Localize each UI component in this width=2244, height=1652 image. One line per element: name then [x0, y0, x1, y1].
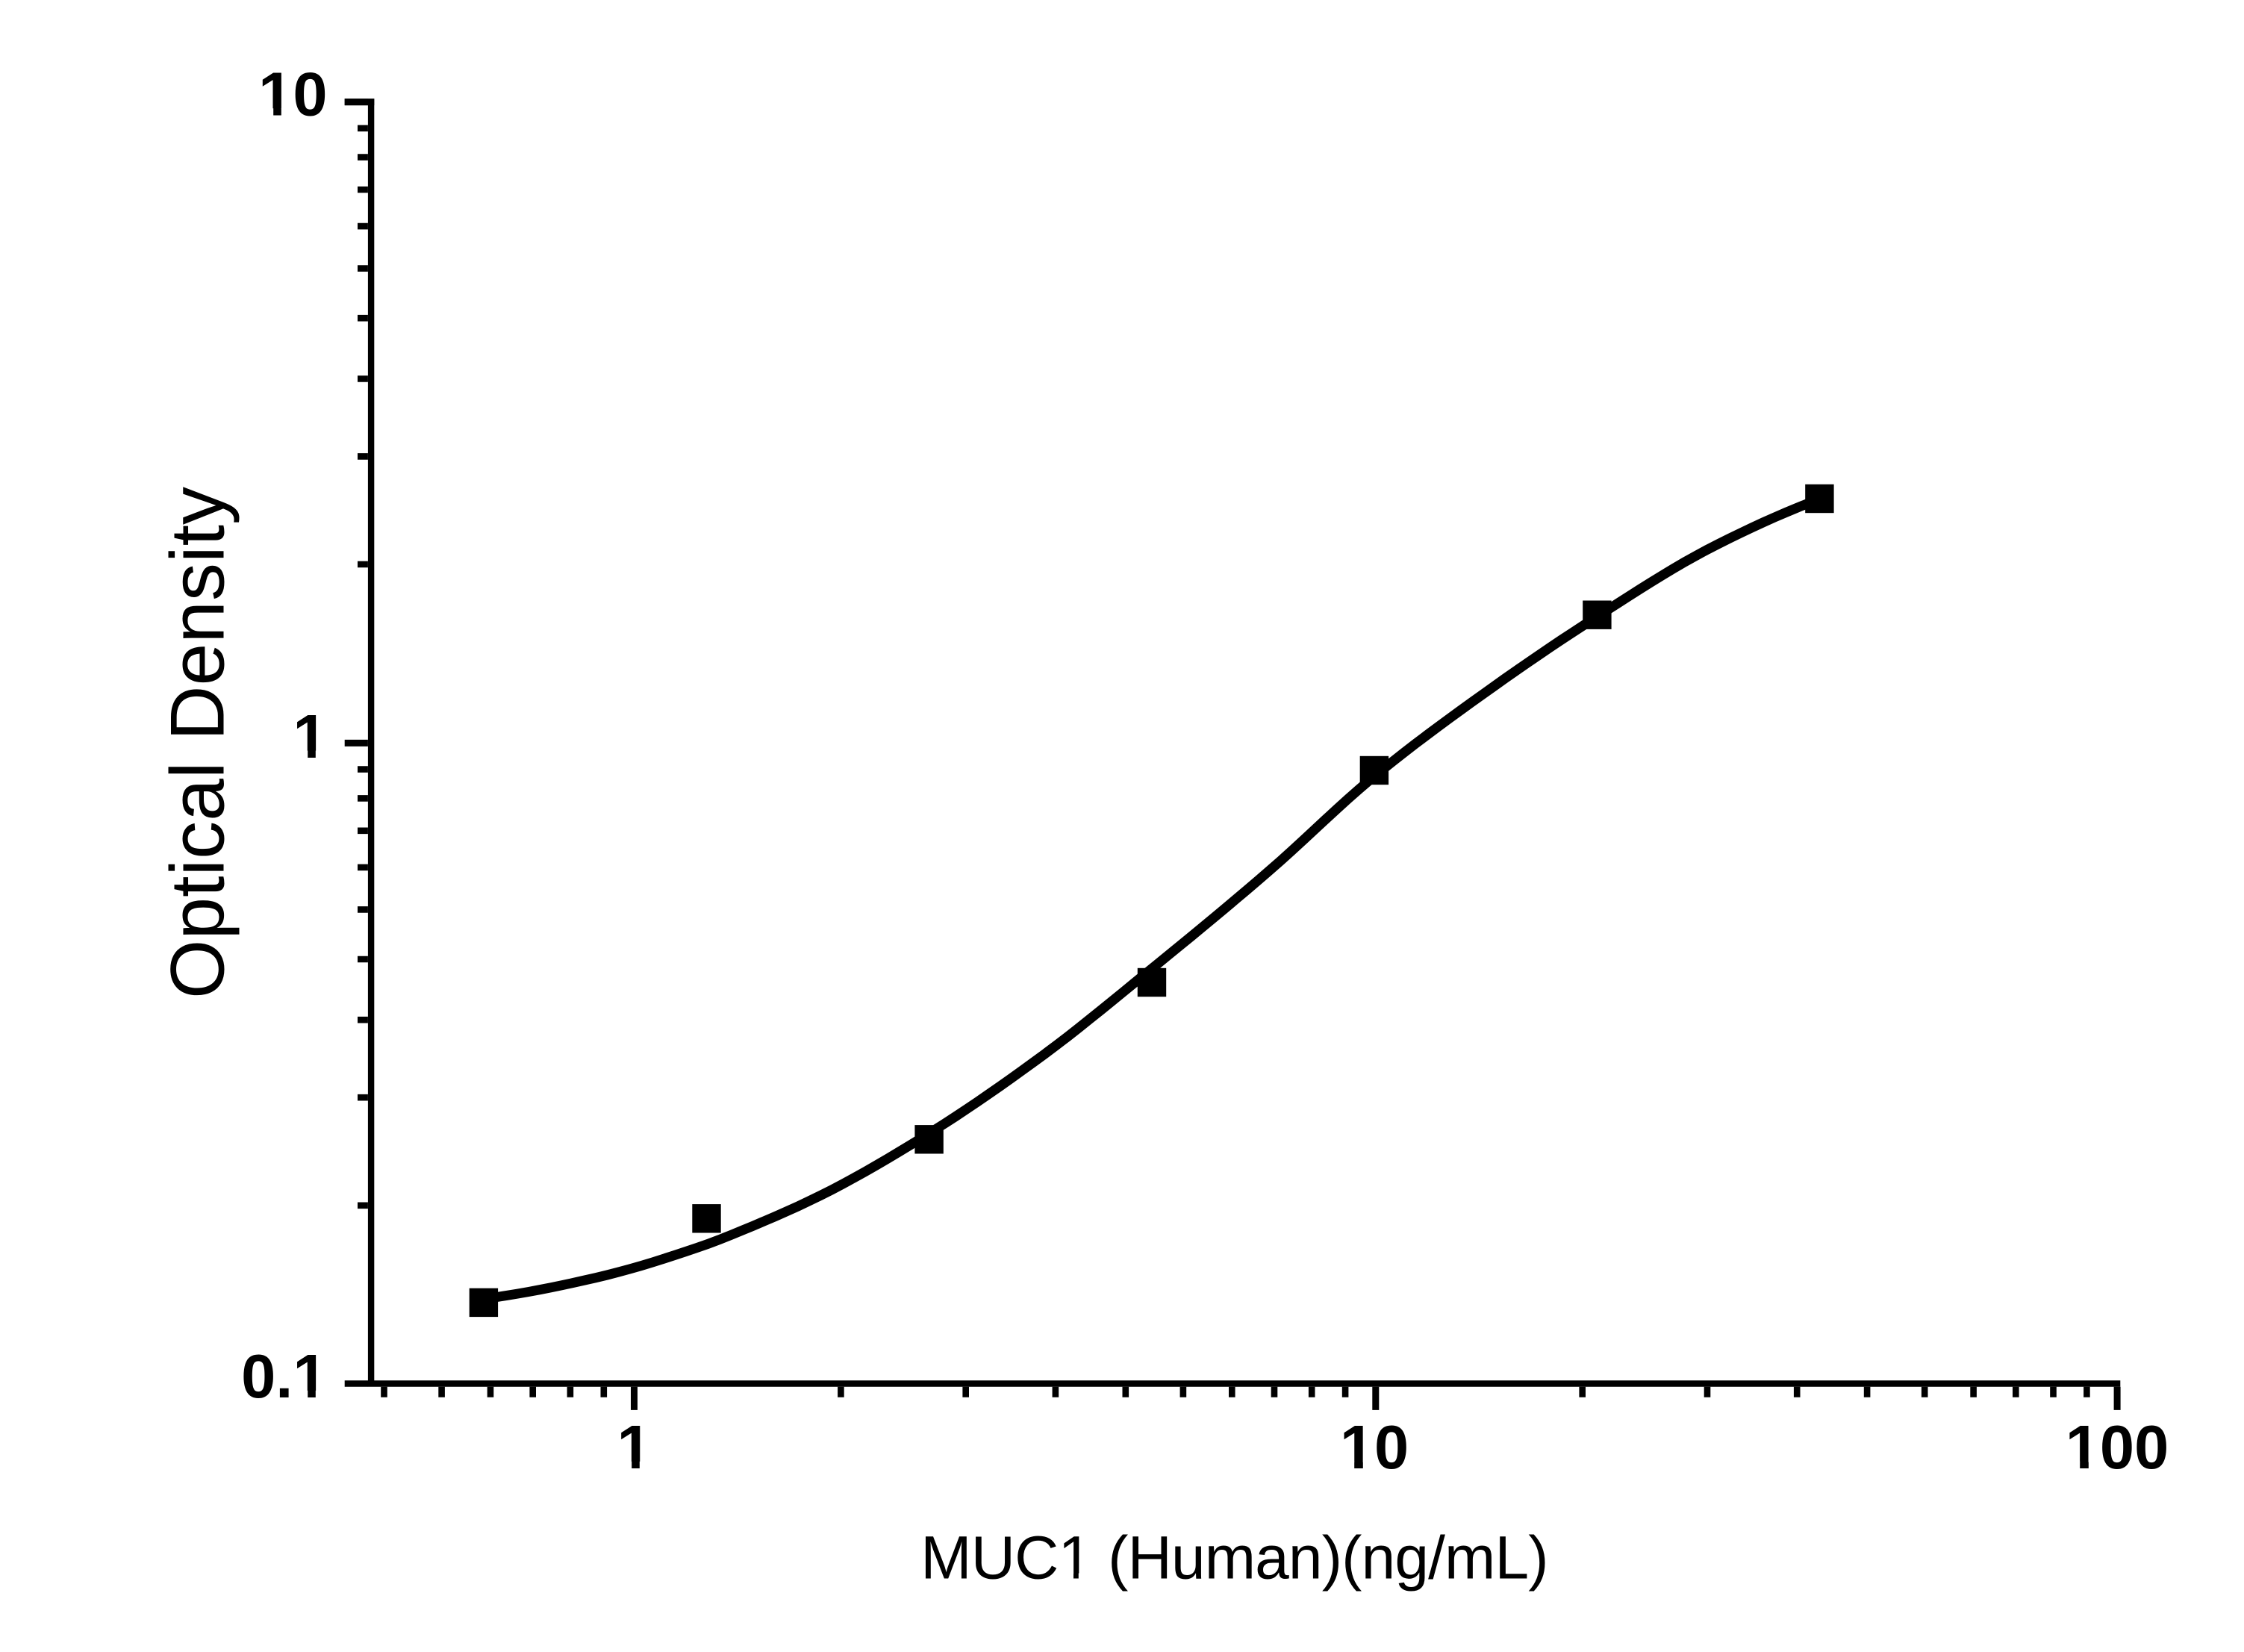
svg-text:10: 10 — [1340, 1412, 1409, 1482]
svg-text:1: 1 — [617, 1412, 652, 1482]
svg-text:1: 1 — [293, 702, 327, 771]
svg-text:100: 100 — [2066, 1412, 2169, 1482]
svg-text:0.1: 0.1 — [241, 1341, 327, 1411]
svg-text:10: 10 — [258, 59, 327, 128]
svg-text:Optical Density: Optical Density — [155, 487, 240, 999]
svg-text:MUC1 (Human)(ng/mL): MUC1 (Human)(ng/mL) — [920, 1524, 1548, 1592]
